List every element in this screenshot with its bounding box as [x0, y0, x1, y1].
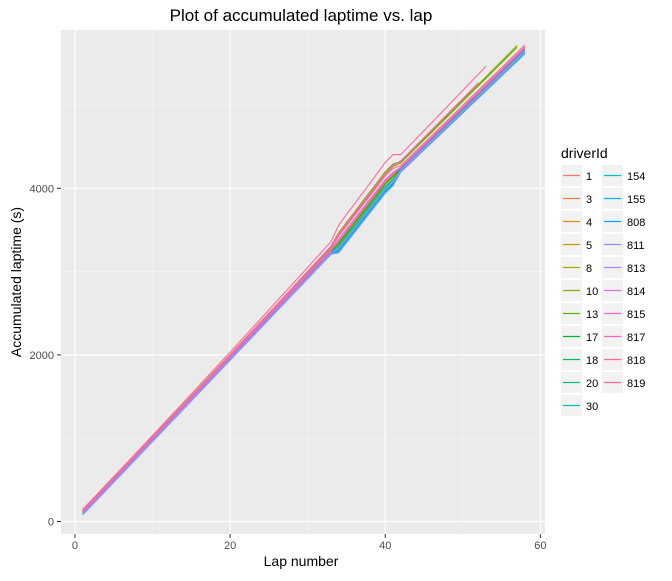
x-tick-label: 60: [534, 540, 546, 552]
legend-item-819: 819: [602, 372, 645, 393]
y-tick-label: 0: [48, 517, 54, 529]
legend-item-10: 10: [561, 280, 598, 301]
legend-item-4: 4: [561, 211, 592, 232]
legend-item-18: 18: [561, 349, 598, 370]
legend-item-1: 1: [561, 165, 592, 186]
x-axis-label: Lap number: [264, 553, 339, 569]
x-tick-label: 0: [72, 540, 78, 552]
legend-label: 13: [586, 309, 598, 321]
legend-item-3: 3: [561, 188, 592, 209]
y-axis-label: Accumulated laptime (s): [8, 207, 24, 357]
legend-label: 10: [586, 286, 598, 298]
legend-label: 811: [627, 240, 645, 252]
legend-label: 817: [627, 332, 645, 344]
legend-item-808: 808: [602, 211, 645, 232]
legend-item-818: 818: [602, 349, 645, 370]
legend-label: 808: [627, 217, 645, 229]
y-tick-label: 2000: [30, 350, 54, 362]
legend-label: 20: [586, 378, 598, 390]
chart-title: Plot of accumulated laptime vs. lap: [170, 6, 433, 25]
legend-label: 815: [627, 309, 645, 321]
legend-item-8: 8: [561, 257, 592, 278]
x-tick-label: 20: [224, 540, 236, 552]
x-tick-label: 40: [379, 540, 391, 552]
legend-item-815: 815: [602, 303, 645, 324]
legend-item-817: 817: [602, 326, 645, 347]
legend-label: 818: [627, 355, 645, 367]
series-line-811: [82, 52, 526, 516]
legend-item-17: 17: [561, 326, 598, 347]
legend-item-813: 813: [602, 257, 645, 278]
legend-label: 5: [586, 240, 592, 252]
series-line-819: [82, 44, 526, 511]
legend-label: 154: [627, 171, 645, 183]
legend-label: 3: [586, 194, 592, 206]
legend-item-811: 811: [602, 234, 645, 255]
legend-title: driverId: [561, 145, 608, 161]
legend-label: 819: [627, 378, 645, 390]
series-line-813: [82, 50, 526, 514]
legend-item-814: 814: [602, 280, 645, 301]
legend-label: 4: [586, 217, 592, 229]
legend-item-5: 5: [561, 234, 592, 255]
legend-item-154: 154: [602, 165, 645, 186]
legend-label: 813: [627, 263, 645, 275]
legend-label: 1: [586, 171, 592, 183]
legend-label: 18: [586, 355, 598, 367]
legend-label: 8: [586, 263, 592, 275]
series-line-818: [82, 65, 487, 510]
legend-item-155: 155: [602, 188, 645, 209]
y-tick-label: 4000: [30, 183, 54, 195]
legend-label: 30: [586, 401, 598, 413]
legend-label: 814: [627, 286, 645, 298]
legend-item-13: 13: [561, 303, 598, 324]
legend-label: 17: [586, 332, 598, 344]
legend-item-20: 20: [561, 372, 598, 393]
legend-label: 155: [627, 194, 645, 206]
legend-item-30: 30: [561, 395, 598, 416]
